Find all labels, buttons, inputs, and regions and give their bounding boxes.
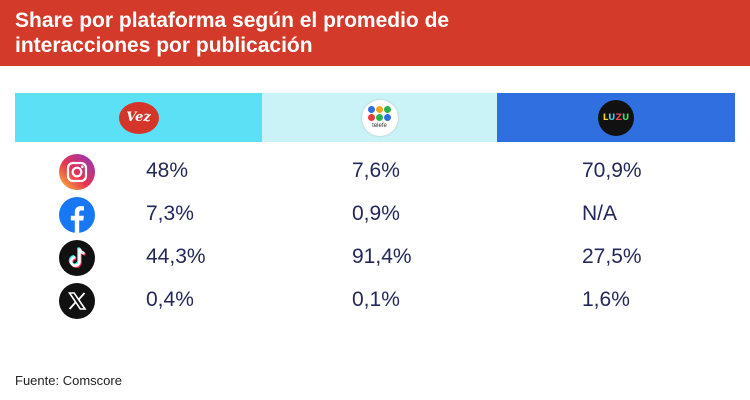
- value-vez-tiktok: 44,3%: [146, 245, 206, 268]
- table-header-row: Vez telefe LUZU: [15, 93, 735, 142]
- value-vez-facebook: 7,3%: [146, 202, 194, 225]
- chart-title: Share por plataforma según el promedio d…: [15, 9, 450, 57]
- x-icon: [59, 283, 95, 319]
- facebook-icon: [59, 197, 95, 233]
- value-telefe-facebook: 0,9%: [352, 202, 400, 225]
- value-luzu-tiktok: 27,5%: [582, 245, 642, 268]
- value-telefe-instagram: 7,6%: [352, 159, 400, 182]
- telefe-logo: telefe: [361, 99, 398, 136]
- source-note: Fuente: Comscore: [15, 373, 122, 388]
- vez-logo: Vez: [118, 101, 159, 134]
- header-cell-luzu: LUZU: [497, 93, 735, 142]
- title-bar: Share por plataforma según el promedio d…: [0, 0, 750, 66]
- header-cell-vez: Vez: [15, 93, 262, 142]
- value-telefe-x: 0,1%: [352, 288, 400, 311]
- instagram-icon: [59, 154, 95, 190]
- tiktok-icon: [59, 240, 95, 276]
- value-luzu-instagram: 70,9%: [582, 159, 642, 182]
- value-vez-instagram: 48%: [146, 159, 189, 182]
- value-telefe-tiktok: 91,4%: [352, 245, 412, 268]
- table-row-facebook: 7,3% 0,9% N/A: [0, 194, 750, 236]
- header-cell-telefe: telefe: [262, 93, 497, 142]
- luzu-logo: LUZU: [598, 99, 634, 136]
- table-row-instagram: 48% 7,6% 70,9%: [0, 151, 750, 193]
- value-luzu-facebook: N/A: [582, 202, 618, 225]
- value-luzu-x: 1,6%: [582, 288, 630, 311]
- value-vez-x: 0,4%: [146, 288, 194, 311]
- table-row-tiktok: 44,3% 91,4% 27,5%: [0, 237, 750, 279]
- table-row-x: 0,4% 0,1% 1,6%: [0, 280, 750, 322]
